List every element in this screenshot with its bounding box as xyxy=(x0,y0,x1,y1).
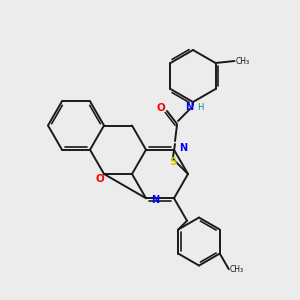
Text: CH₃: CH₃ xyxy=(236,56,250,65)
Text: N: N xyxy=(179,143,187,153)
Text: O: O xyxy=(157,103,165,113)
Text: O: O xyxy=(96,174,104,184)
Text: S: S xyxy=(169,157,177,167)
Text: N: N xyxy=(151,195,159,205)
Text: CH₃: CH₃ xyxy=(230,265,244,274)
Text: N: N xyxy=(185,102,193,112)
Text: H: H xyxy=(197,103,203,112)
